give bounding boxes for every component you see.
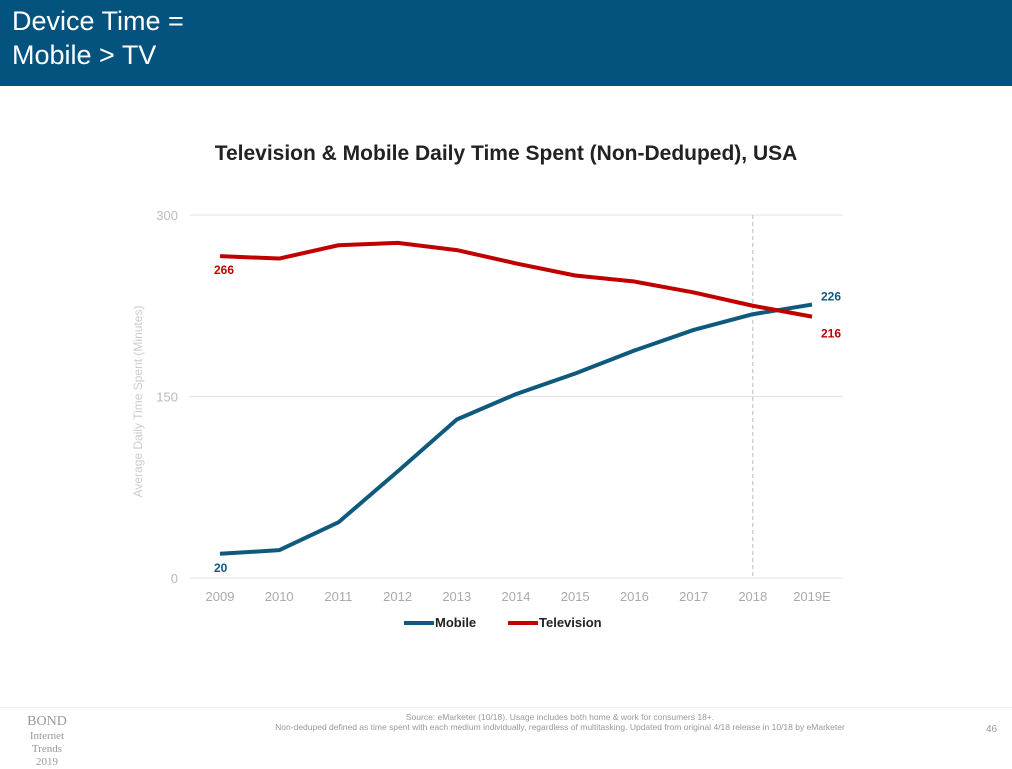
x-tick-label: 2011	[324, 589, 352, 604]
y-tick-label: 0	[171, 571, 178, 586]
page-number: 46	[986, 724, 997, 735]
x-tick-label: 2012	[383, 589, 412, 604]
footer-divider	[0, 707, 1012, 708]
x-tick-label: 2013	[442, 589, 471, 604]
legend-label-television: Television	[539, 615, 602, 630]
television-first-label: 266	[214, 263, 234, 277]
mobile-first-label: 20	[214, 561, 228, 575]
y-tick-label: 300	[156, 208, 178, 223]
x-tick-label: 2010	[265, 589, 294, 604]
television-last-label: 216	[821, 327, 841, 341]
source-note: Source: eMarketer (10/18). Usage include…	[150, 712, 970, 732]
bond-logo: BOND Internet Trends 2019	[14, 714, 80, 769]
line-chart: 0 150 300 2009 2010 2011 2012 2013 2014 2015 2016 2…	[0, 0, 1012, 700]
x-tick-label: 2016	[620, 589, 649, 604]
x-tick-label: 2015	[561, 589, 590, 604]
x-tick-label: 2018	[738, 589, 767, 604]
television-line	[220, 243, 812, 317]
mobile-last-label: 226	[821, 290, 841, 304]
legend-label-mobile: Mobile	[435, 615, 476, 630]
y-tick-label: 150	[156, 390, 178, 405]
mobile-line	[220, 305, 812, 554]
x-tick-label: 2017	[679, 589, 708, 604]
x-tick-label: 2019E	[793, 589, 831, 604]
y-axis-label: Average Daily Time Spent (Minutes)	[131, 306, 145, 498]
x-tick-label: 2014	[502, 589, 531, 604]
x-tick-label: 2009	[206, 589, 235, 604]
